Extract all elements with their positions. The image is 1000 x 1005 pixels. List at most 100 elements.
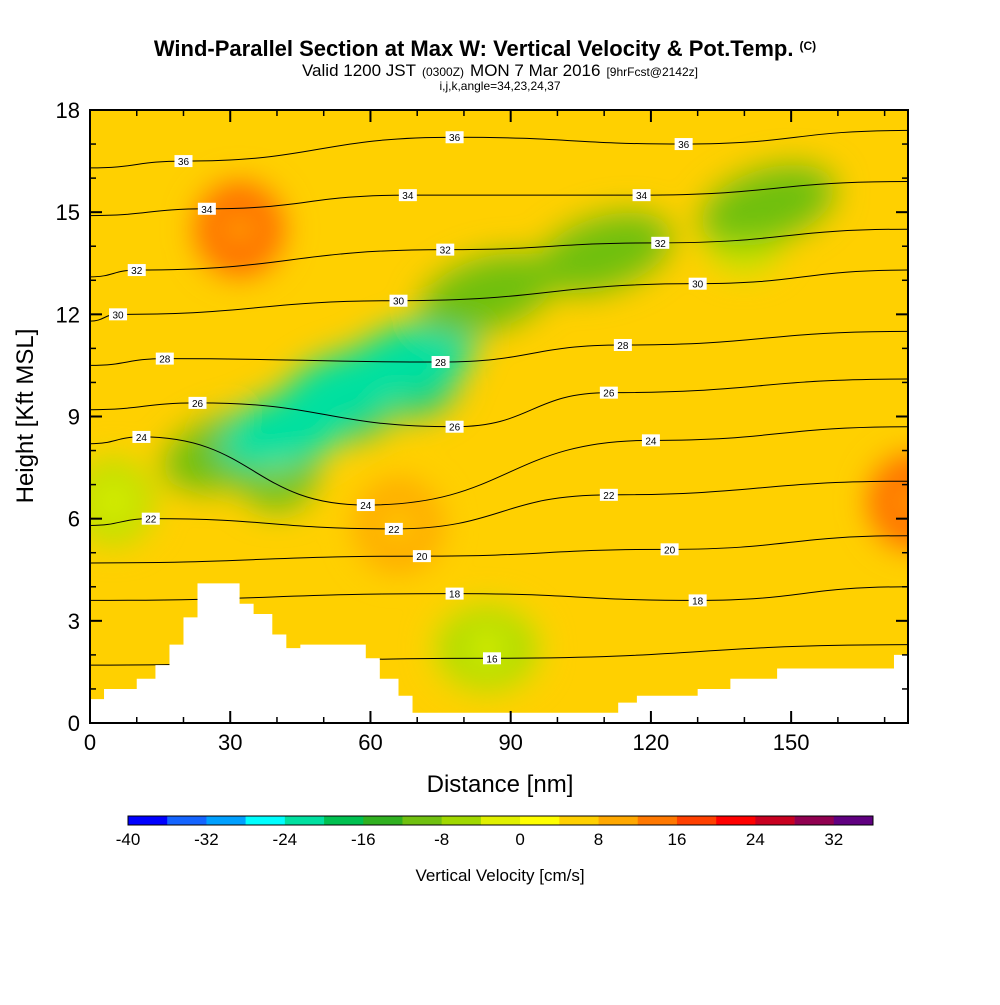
potential-temperature-contours: 16 18 18 20 20 22 22 22 24 24 24 26 26 26 28 28 28 30 30 30… — [90, 129, 908, 666]
x-tick-label: 60 — [358, 730, 382, 755]
colorbar-swatch — [402, 816, 442, 825]
chart-subtitle: Valid 1200 JST (0300Z) MON 7 Mar 2016 [9hrF… — [302, 61, 698, 80]
colorbar-swatch — [167, 816, 207, 825]
field-band — [700, 164, 836, 246]
isentrope-label-text: 20 — [664, 545, 676, 556]
colorbar-swatch — [637, 816, 678, 825]
chart-title: Wind-Parallel Section at Max W: Vertical… — [154, 36, 816, 61]
isentrope-label: 20 — [412, 550, 431, 563]
isentrope-label-text: 36 — [449, 133, 461, 144]
y-axis-label: Height [Kft MSL] — [12, 329, 39, 504]
colorbar-swatch — [716, 816, 756, 825]
y-tick-label: 0 — [68, 711, 80, 736]
isentrope-label-text: 36 — [678, 140, 690, 151]
y-tick-label: 3 — [68, 609, 80, 634]
isentrope-label-text: 22 — [388, 525, 400, 536]
isentrope-label-text: 30 — [692, 280, 704, 291]
isentrope-label-text: 28 — [435, 358, 447, 369]
colorbar-swatch — [324, 816, 364, 825]
chart-title-text: Wind-Parallel Section at Max W: Vertical… — [154, 36, 794, 61]
y-tick-label: 18 — [56, 98, 80, 123]
isentrope-label-text: 34 — [201, 205, 213, 216]
isentrope-label-text: 34 — [402, 191, 414, 202]
isentrope-label-text: 36 — [178, 157, 190, 168]
subtitle-utc: (0300Z) — [422, 65, 464, 79]
colorbar-label: Vertical Velocity [cm/s] — [415, 866, 584, 885]
isentrope-label: 30 — [688, 277, 707, 291]
isentrope-label: 24 — [356, 499, 375, 512]
isentrope-label: 26 — [445, 420, 464, 434]
colorbar-swatch — [363, 816, 403, 825]
isentrope-label: 30 — [389, 294, 408, 308]
colorbar-tick-label: 32 — [824, 830, 843, 849]
y-tick-label: 15 — [56, 200, 80, 225]
colorbar-tick-label: 16 — [667, 830, 686, 849]
isentrope-label-text: 20 — [416, 552, 428, 563]
colorbar-swatch — [520, 816, 560, 825]
isentrope-label: 28 — [155, 352, 174, 366]
field-band — [94, 483, 132, 521]
isentrope-label-text: 22 — [603, 491, 615, 502]
isentrope-label: 28 — [431, 356, 450, 369]
isentrope-label-text: 26 — [603, 389, 615, 400]
subtitle-forecast: [9hrFcst@2142z] — [606, 65, 698, 79]
isentrope-line — [90, 535, 908, 564]
chart-subtitle-indices: i,j,k,angle=34,23,24,37 — [439, 79, 560, 93]
isentrope-label: 20 — [660, 543, 679, 556]
isentrope-label-text: 28 — [617, 341, 629, 352]
y-tick-label: 12 — [56, 302, 80, 327]
isentrope-label: 18 — [445, 587, 464, 601]
chart-title-mark: (C) — [799, 39, 816, 53]
isentrope-label: 34 — [197, 202, 216, 216]
x-tick-label: 30 — [218, 730, 242, 755]
isentrope-label-text: 26 — [192, 399, 204, 410]
isentrope-label-text: 26 — [449, 423, 461, 434]
colorbar-swatch — [676, 816, 717, 825]
isentrope-label-text: 22 — [145, 515, 157, 526]
colorbar-tick-label: -24 — [273, 830, 298, 849]
colorbar-swatch — [559, 816, 599, 825]
colorbar: -40 -32 -24 -16 -8 0 8 16 24 32 — [116, 815, 874, 849]
isentrope-label: 32 — [651, 236, 670, 250]
isentrope-label: 32 — [127, 264, 146, 277]
isentrope-label: 26 — [188, 396, 207, 410]
isentrope-label: 36 — [445, 131, 464, 144]
isentrope-label: 28 — [613, 338, 632, 352]
isentrope-label-text: 32 — [655, 239, 667, 250]
colorbar-swatch — [480, 816, 521, 825]
isentrope-label: 16 — [482, 652, 501, 665]
isentrope-label: 24 — [641, 434, 660, 447]
colorbar-tick-label: 24 — [746, 830, 765, 849]
field-band — [894, 483, 908, 520]
colorbar-tick-label: 8 — [594, 830, 603, 849]
isentrope-label-text: 24 — [645, 436, 657, 447]
colorbar-swatch — [245, 816, 286, 825]
colorbar-tick-label: -16 — [351, 830, 376, 849]
isentrope-label: 26 — [599, 386, 618, 400]
isentrope-label: 34 — [632, 189, 651, 202]
x-tick-label: 150 — [773, 730, 810, 755]
colorbar-swatch — [128, 816, 168, 825]
isentrope-label: 22 — [141, 512, 160, 526]
colorbar-swatch — [598, 816, 639, 825]
x-tick-label: 0 — [84, 730, 96, 755]
isentrope-label-text: 32 — [440, 246, 452, 257]
colorbar-tick-label: -32 — [194, 830, 219, 849]
isentrope-label: 30 — [109, 308, 128, 321]
isentrope-label-text: 18 — [692, 596, 704, 607]
subtitle-valid: Valid 1200 JST — [302, 61, 416, 80]
colorbar-swatch — [833, 816, 874, 825]
isentrope-line — [90, 426, 908, 506]
y-tick-label: 6 — [68, 507, 80, 532]
field-band — [419, 253, 555, 335]
colorbar-swatch — [284, 816, 325, 825]
colorbar-swatch — [206, 816, 246, 825]
isentrope-label: 32 — [436, 243, 455, 257]
colorbar-tick-label: 0 — [515, 830, 524, 849]
isentrope-label: 18 — [688, 594, 707, 607]
isentrope-label-text: 34 — [636, 191, 648, 202]
terrain — [90, 583, 908, 723]
colorbar-swatch — [794, 816, 835, 825]
